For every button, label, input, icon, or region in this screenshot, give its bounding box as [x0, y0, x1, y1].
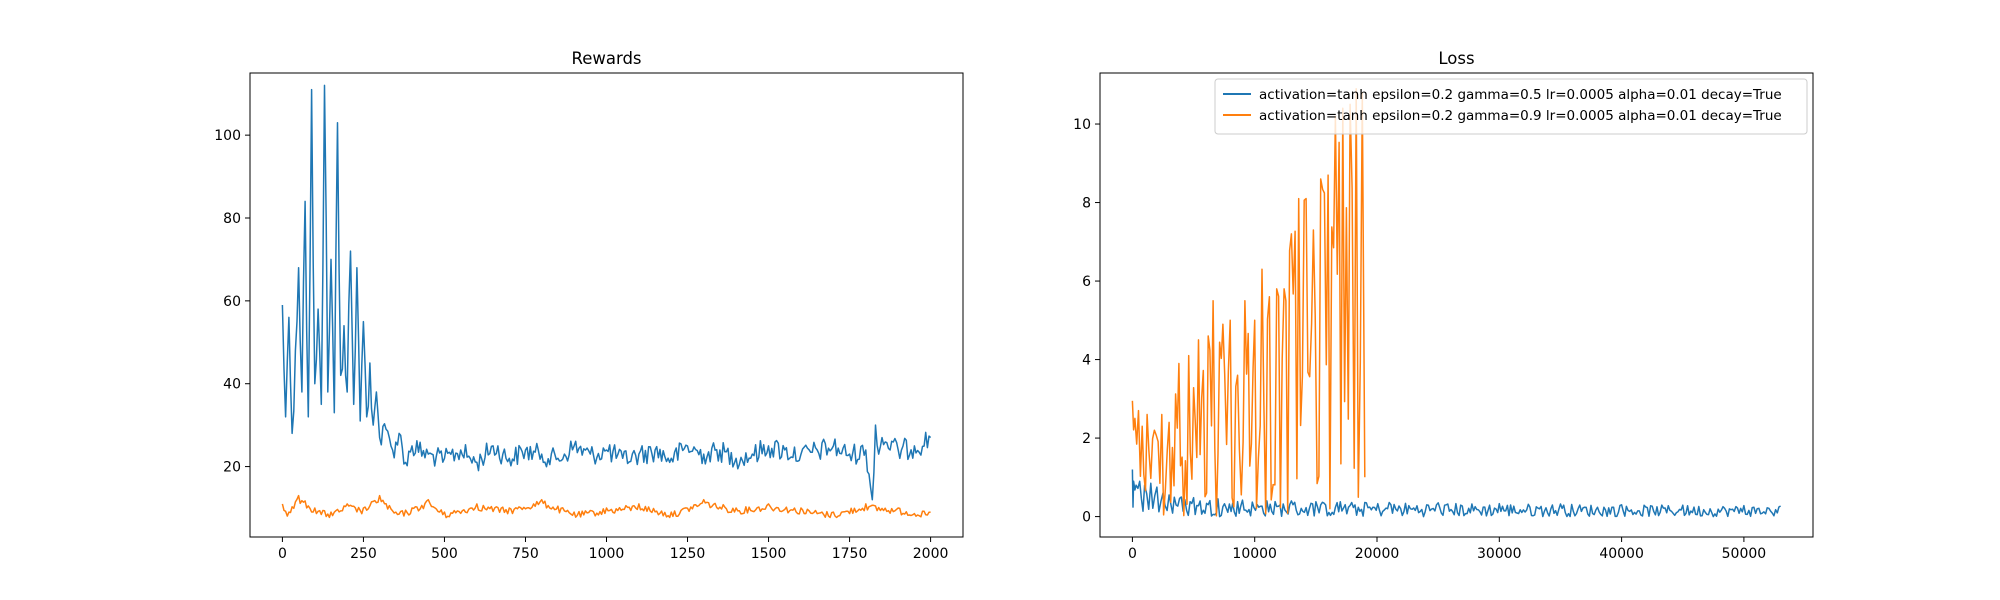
series-1-group — [1131, 87, 1366, 517]
x-tick-label: 1000 — [589, 546, 625, 562]
y-tick-label: 8 — [1082, 196, 1091, 212]
x-tick-label: 40000 — [1599, 546, 1644, 562]
x-tick-label: 1750 — [832, 546, 868, 562]
chart-title: Rewards — [571, 49, 641, 68]
series-line — [1131, 469, 1781, 518]
series-line — [1131, 87, 1366, 517]
y-tick-label: 0 — [1082, 510, 1091, 526]
x-tick-label: 50000 — [1722, 546, 1767, 562]
loss-panel: 0 10000 20000 30000 40000 50000 0 2 4 6 8 10 Loss act… — [1073, 49, 1814, 562]
series-1-group — [281, 494, 931, 519]
series-0-group — [281, 84, 932, 501]
x-tick-label: 250 — [350, 546, 377, 562]
x-tick-label: 10000 — [1232, 546, 1277, 562]
y-tick-label: 10 — [1073, 117, 1091, 133]
y-tick-label: 60 — [223, 294, 241, 310]
x-tick-label: 1250 — [670, 546, 706, 562]
legend-label: activation=tanh epsilon=0.2 gamma=0.9 lr… — [1259, 108, 1782, 124]
x-tick-label: 20000 — [1355, 546, 1400, 562]
x-tick-label: 0 — [278, 546, 287, 562]
x-tick-label: 750 — [512, 546, 539, 562]
x-tick-label: 1500 — [751, 546, 787, 562]
y-tick-label: 80 — [223, 211, 241, 227]
y-tick-label: 40 — [223, 377, 241, 393]
plot-frame — [249, 72, 964, 538]
series-line — [281, 494, 931, 519]
series-0-group — [1131, 469, 1781, 518]
y-tick-label: 2 — [1082, 431, 1091, 447]
x-tick-label: 30000 — [1477, 546, 1522, 562]
rewards-panel: 0 250 500 750 1000 1250 1500 1750 2000 20 40 60 80 10… — [214, 49, 964, 562]
x-tick-label: 500 — [431, 546, 458, 562]
legend-label: activation=tanh epsilon=0.2 gamma=0.5 lr… — [1259, 87, 1782, 103]
legend: activation=tanh epsilon=0.2 gamma=0.5 lr… — [1214, 78, 1808, 135]
y-tick-label: 20 — [223, 460, 241, 476]
plot-frame — [1099, 72, 1814, 538]
x-tick-label: 2000 — [913, 546, 949, 562]
y-tick-label: 6 — [1082, 274, 1091, 290]
y-tick-label: 4 — [1082, 353, 1091, 369]
series-line — [281, 84, 932, 501]
x-tick-label: 0 — [1128, 546, 1137, 562]
y-tick-label: 100 — [214, 128, 241, 144]
chart-title: Loss — [1438, 49, 1474, 68]
